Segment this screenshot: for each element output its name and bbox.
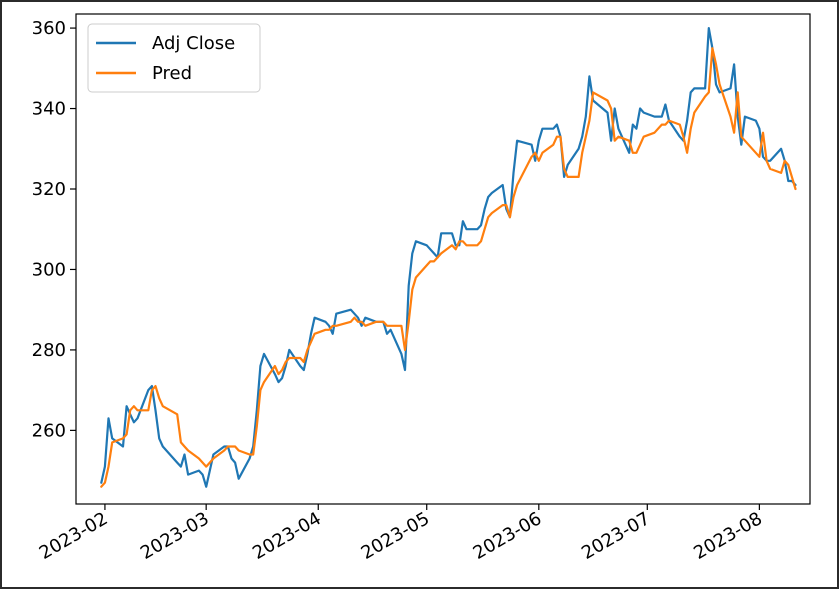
series-line-adj-close [100,27,797,488]
series-line-pred [100,47,797,488]
y-tick-label: 300 [32,259,66,280]
x-tick-label: 2023-02 [36,508,112,564]
legend: Adj Close Pred [87,23,261,93]
y-tick-label: 320 [32,179,66,200]
legend-label: Pred [152,63,192,84]
y-tick-label: 280 [32,340,66,361]
legend-label: Adj Close [152,33,235,54]
plot-frame [75,13,811,505]
x-tick-label: 2023-06 [470,508,546,564]
x-tick-label: 2023-04 [249,508,325,564]
x-tick-label: 2023-07 [578,508,654,564]
plot-area-border [75,13,811,505]
x-tick-label: 2023-03 [137,508,213,564]
y-tick-label: 340 [32,99,66,120]
y-tick-label: 260 [32,420,66,441]
x-tick-label: 2023-05 [358,508,434,564]
series-layer [100,27,797,488]
axes: 260 280 300 320 340 360 2023-02 2023-03 2023-04 2… [32,18,766,564]
y-tick-label: 360 [32,18,66,39]
legend-box [87,23,261,93]
x-tick-label: 2023-08 [690,508,766,564]
